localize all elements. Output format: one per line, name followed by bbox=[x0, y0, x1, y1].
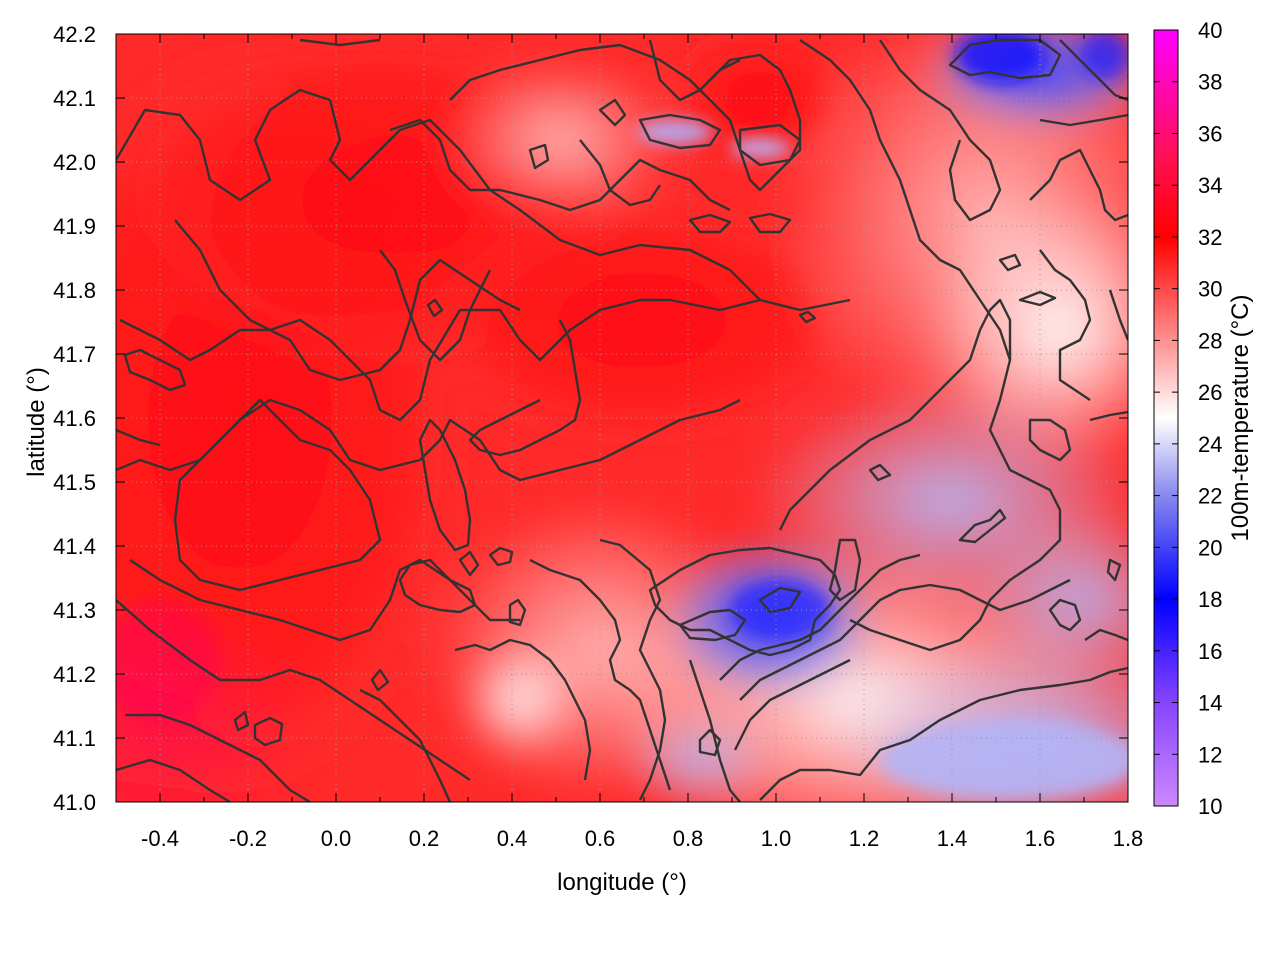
y-tick-label: 41.3 bbox=[53, 598, 96, 623]
colorbar-tick-label: 24 bbox=[1198, 432, 1222, 457]
colorbar-tick-label: 28 bbox=[1198, 328, 1222, 353]
y-tick-label: 41.8 bbox=[53, 278, 96, 303]
colorbar-tick-label: 34 bbox=[1198, 173, 1222, 198]
x-tick-label: 1.8 bbox=[1113, 826, 1144, 851]
temperature-heatmap bbox=[116, 34, 1128, 802]
y-tick-label: 41.6 bbox=[53, 406, 96, 431]
x-axis-label: longitude (°) bbox=[557, 869, 687, 896]
x-tick-label: -0.4 bbox=[141, 826, 179, 851]
temperature-contours bbox=[116, 38, 1128, 802]
y-tick-label: 42.2 bbox=[53, 22, 96, 47]
x-tick-label: 0.8 bbox=[673, 826, 704, 851]
colorbar-tick-label: 20 bbox=[1198, 535, 1222, 560]
colorbar-tick-label: 18 bbox=[1198, 587, 1222, 612]
x-tick-label: 1.0 bbox=[761, 826, 792, 851]
colorbar-tick-label: 32 bbox=[1198, 225, 1222, 250]
y-axis-ticks: 41.0 41.1 41.2 41.3 41.4 41.5 41.6 41.7 41.8 41.9… bbox=[53, 22, 1128, 815]
y-tick-label: 41.5 bbox=[53, 470, 96, 495]
x-axis-ticks: -0.4 -0.2 0.0 0.2 0.4 0.6 0.8 1.0 1.2 1.4 1.6 1.8 bbox=[115, 34, 1144, 851]
colorbar-tick-label: 16 bbox=[1198, 639, 1222, 664]
y-tick-label: 41.1 bbox=[53, 726, 96, 751]
colorbar-tick-label: 22 bbox=[1198, 484, 1222, 509]
colorbar-fill bbox=[1154, 30, 1178, 806]
y-tick-label: 41.7 bbox=[53, 342, 96, 367]
colorbar-ticks: 10 12 14 16 18 20 22 24 26 28 30 32 34 36 38 40 bbox=[1154, 18, 1222, 819]
y-tick-label: 41.9 bbox=[53, 214, 96, 239]
y-tick-label: 41.0 bbox=[53, 790, 96, 815]
y-tick-label: 41.4 bbox=[53, 534, 96, 559]
x-tick-label: 0.6 bbox=[585, 826, 616, 851]
x-tick-label: 1.2 bbox=[849, 826, 880, 851]
colorbar-frame bbox=[1153, 29, 1179, 807]
colorbar-tick-label: 40 bbox=[1198, 18, 1222, 43]
y-tick-label: 41.2 bbox=[53, 662, 96, 687]
colorbar-tick-label: 26 bbox=[1198, 380, 1222, 405]
y-tick-label: 42.1 bbox=[53, 86, 96, 111]
y-axis-label: latitude (°) bbox=[23, 367, 50, 477]
colorbar: 10 12 14 16 18 20 22 24 26 28 30 32 34 36 38 40 bbox=[1153, 18, 1222, 819]
x-tick-label: 1.4 bbox=[937, 826, 968, 851]
colorbar-tick-label: 14 bbox=[1198, 691, 1222, 716]
colorbar-tick-label: 38 bbox=[1198, 70, 1222, 95]
colorbar-label: 100m-temperature (°C) bbox=[1227, 294, 1254, 541]
colorbar-tick-label: 36 bbox=[1198, 121, 1222, 146]
colorbar-tick-label: 30 bbox=[1198, 277, 1222, 302]
x-tick-label: 0.2 bbox=[409, 826, 440, 851]
x-tick-label: -0.2 bbox=[229, 826, 267, 851]
x-tick-label: 0.0 bbox=[321, 826, 352, 851]
colorbar-tick-label: 10 bbox=[1198, 794, 1222, 819]
colorbar-tick-label: 12 bbox=[1198, 742, 1222, 767]
x-tick-label: 1.6 bbox=[1025, 826, 1056, 851]
y-tick-label: 42.0 bbox=[53, 150, 96, 175]
x-tick-label: 0.4 bbox=[497, 826, 528, 851]
